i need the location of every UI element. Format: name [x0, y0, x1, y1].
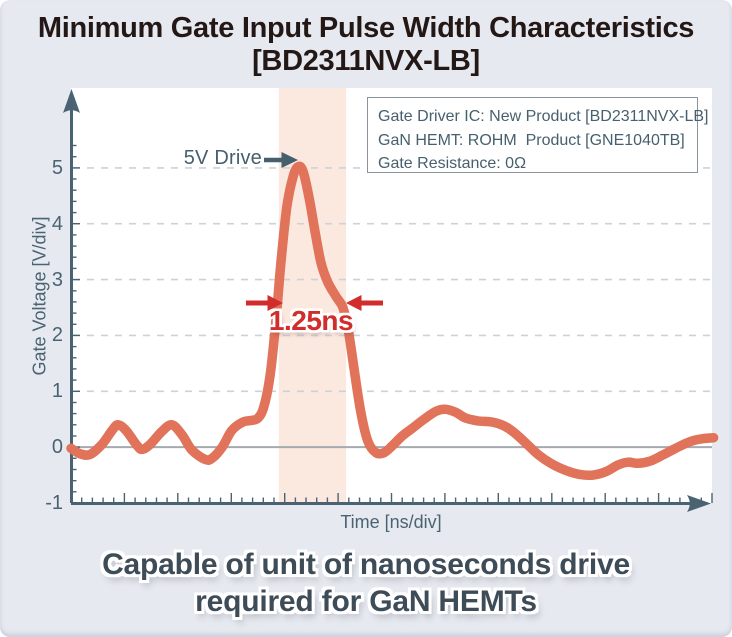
peak-annotation-arrow — [264, 152, 298, 168]
y-axis-arrow-icon — [63, 89, 80, 113]
legend-line-resistance: Gate Resistance: 0Ω — [378, 155, 527, 172]
width-arrow-right-head-icon — [346, 295, 362, 311]
axes — [63, 89, 711, 512]
page-title: Minimum Gate Input Pulse Width Character… — [0, 12, 732, 78]
page-title-line2: [BD2311NVX-LB] — [252, 45, 480, 77]
peak-arrow-head-icon — [281, 152, 298, 168]
legend-line-hemt: GaN HEMT: ROHM Product [GNE1040TB] — [378, 131, 685, 149]
y-tick-label-2: 2 — [51, 324, 63, 347]
y-tick-label-4: 4 — [51, 212, 63, 235]
legend-line-driver: Gate Driver IC: New Product [BD2311NVX-L… — [378, 108, 709, 125]
legend-box: Gate Driver IC: New Product [BD2311NVX-L… — [367, 97, 709, 173]
waveform-trace — [66, 161, 719, 481]
width-arrow-left-head-icon — [267, 295, 283, 311]
y-axis-label: Gate Voltage [V/div] — [29, 216, 50, 376]
caption-line2: required for GaN HEMTs — [195, 585, 537, 618]
x-axis-arrow-icon — [687, 495, 711, 512]
peak-annotation-label: 5V Drive — [183, 147, 262, 169]
y-tick-label-0: 0 — [51, 436, 63, 459]
pulse-width-label: 1.25ns — [268, 305, 354, 336]
caption: Capable of unit of nanoseconds drive req… — [0, 546, 732, 620]
y-tick-label-3: 3 — [51, 268, 63, 291]
page-title-line1: Minimum Gate Input Pulse Width Character… — [37, 12, 695, 44]
y-tick-label-1: 1 — [51, 380, 63, 403]
caption-line1: Capable of unit of nanoseconds drive — [102, 548, 630, 581]
x-axis-label: Time [ns/div] — [340, 512, 442, 532]
y-tick-label--1: -1 — [45, 492, 63, 514]
pulse-width-arrows — [246, 295, 383, 311]
y-tick-label-5: 5 — [51, 156, 63, 179]
